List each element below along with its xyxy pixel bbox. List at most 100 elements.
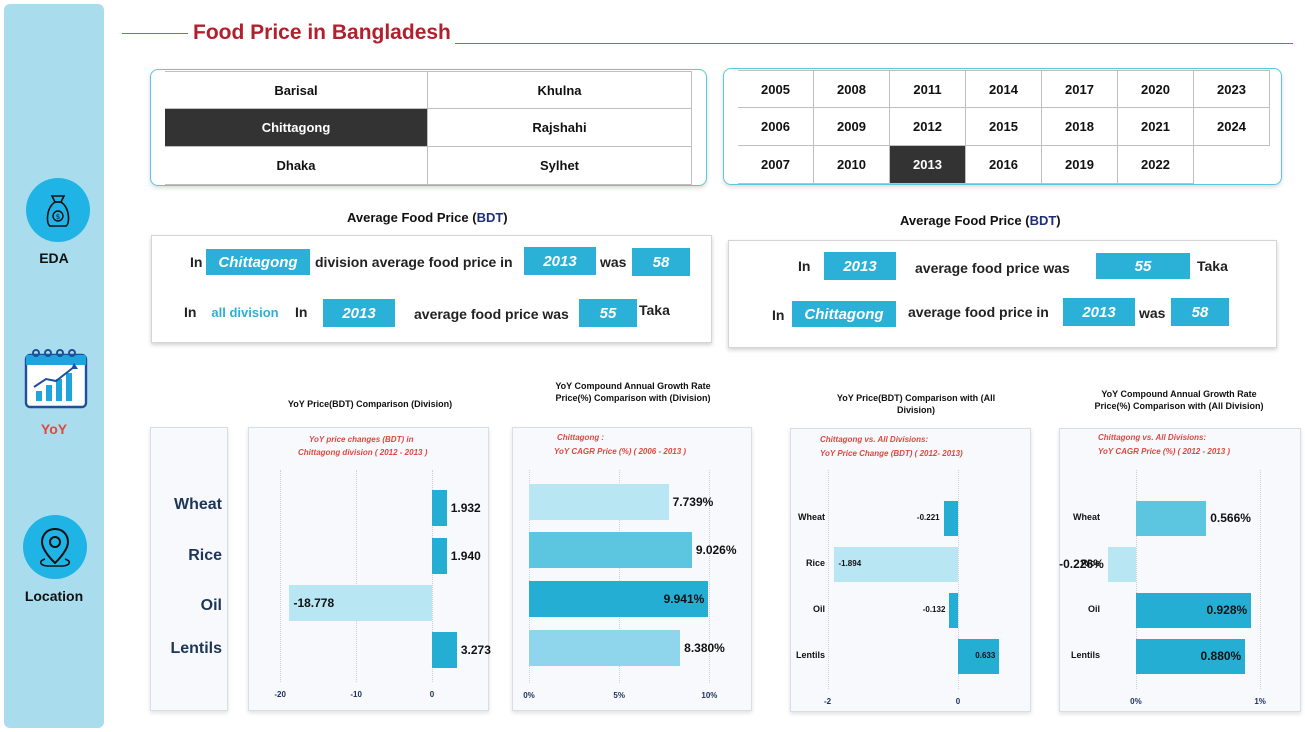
chart2-data-label: 8.380% <box>684 641 725 655</box>
year-option[interactable]: 2021 <box>1118 108 1194 146</box>
chart1-tick-label: -20 <box>274 690 286 699</box>
year-option[interactable]: 2016 <box>966 146 1042 184</box>
chart1-tick-label: 0 <box>429 690 435 699</box>
sidebar: $ EDA YoY Location <box>4 4 104 728</box>
year-option[interactable]: 2012 <box>890 108 966 146</box>
chart4-gridline <box>1260 470 1262 689</box>
summary-right-card <box>728 240 1277 348</box>
nav-yoy-button[interactable] <box>24 347 88 411</box>
summary-right-division-chip: Chittagong <box>792 301 896 327</box>
chart2-title: YoY Compound Annual Growth Rate Price(%)… <box>555 381 711 403</box>
chart4-bar <box>1107 546 1136 582</box>
year-option[interactable]: 2008 <box>814 70 890 108</box>
chart3-data-label: -0.132 <box>922 605 946 614</box>
year-option[interactable]: 2005 <box>738 70 814 108</box>
page-title: Food Price in Bangladesh <box>193 21 451 44</box>
summary-left-in: In <box>190 254 203 270</box>
chart1-bar <box>432 490 447 526</box>
chart1-category-panel <box>150 427 228 711</box>
chart3-data-label: -1.894 <box>838 559 862 568</box>
chart2-subtitle-2: YoY CAGR Price (%) ( 2006 - 2013 ) <box>554 447 687 456</box>
chart2-data-label: 9.941% <box>663 592 705 606</box>
year-option[interactable]: 2009 <box>814 108 890 146</box>
chart3-category-label: Oil <box>812 604 825 614</box>
shared-category-label: Oil <box>200 597 222 614</box>
year-option[interactable]: 2020 <box>1118 70 1194 108</box>
summary-left-in-3: In <box>295 304 308 320</box>
year-option[interactable]: 2018 <box>1042 108 1118 146</box>
year-option[interactable]: 2011 <box>890 70 966 108</box>
chart2-tick-label: 0% <box>523 691 535 700</box>
chart2-bar <box>529 630 681 666</box>
year-option[interactable]: 2022 <box>1118 146 1194 184</box>
summary-right-in: In <box>798 258 811 274</box>
year-option[interactable]: 2023 <box>1194 70 1270 108</box>
chart2-tick-label: 10% <box>701 691 718 700</box>
chart3-bar <box>949 592 959 628</box>
nav-eda-button[interactable]: $ <box>26 178 90 242</box>
chart3-bar <box>943 500 959 536</box>
title-rule-left <box>122 33 188 34</box>
chart3-tick-label: 0 <box>955 697 961 706</box>
chart2-subtitle-1: Chittagong : <box>557 433 605 442</box>
chart4-title: YoY Compound Annual Growth Rate Price(%)… <box>1094 389 1264 411</box>
chart1-panel <box>248 427 489 711</box>
year-option[interactable]: 2010 <box>814 146 890 184</box>
year-option[interactable]: 2015 <box>966 108 1042 146</box>
chart4-gridline <box>1135 470 1137 689</box>
summary-left-scope-chip: all division <box>203 302 287 322</box>
division-option[interactable]: Chittagong <box>165 109 428 147</box>
summary-right-value2-chip: 58 <box>1171 298 1229 326</box>
chart1-gridline <box>356 470 358 682</box>
location-pin-icon <box>39 527 71 567</box>
division-option[interactable]: Barisal <box>165 71 428 109</box>
nav-location-button[interactable] <box>23 515 87 579</box>
division-option[interactable]: Khulna <box>428 71 692 109</box>
chart2-data-label: 9.026% <box>695 543 737 557</box>
summary-left-was: was <box>600 254 627 270</box>
shared-category-label: Lentils <box>170 640 222 657</box>
chart1-tick-label: -10 <box>350 690 362 699</box>
year-option[interactable]: 2019 <box>1042 146 1118 184</box>
chart3-data-label: 0.633 <box>975 651 996 660</box>
summary-right-year-chip: 2013 <box>824 252 896 280</box>
year-option[interactable]: 2007 <box>738 146 814 184</box>
year-option[interactable]: 2013 <box>890 146 966 184</box>
division-option[interactable]: Sylhet <box>428 147 692 185</box>
year-option[interactable]: 2006 <box>738 108 814 146</box>
chart3-title: YoY Price(BDT) Comparison with (All Divi… <box>836 393 996 415</box>
nav-location-label[interactable]: Location <box>24 588 84 604</box>
chart1-title: YoY Price(BDT) Comparison (Division) <box>287 399 453 409</box>
chart4-bar <box>1135 638 1246 674</box>
summary-right-in-2: In <box>772 307 785 323</box>
chart4-data-label: 0.928% <box>1206 603 1248 617</box>
chart1-bar <box>289 585 433 621</box>
chart2-panel <box>512 427 752 711</box>
chart2-bar <box>529 532 692 568</box>
summary-left-year2-chip: 2013 <box>323 299 395 327</box>
chart1-data-label: 1.932 <box>450 501 481 515</box>
summary-left-line2-text: average food price was <box>414 306 569 322</box>
year-option[interactable]: 2014 <box>966 70 1042 108</box>
chart1-gridline <box>280 470 282 682</box>
year-option[interactable]: 2017 <box>1042 70 1118 108</box>
chart1-data-label: -18.778 <box>293 596 335 610</box>
chart1-bar <box>432 538 447 574</box>
division-option[interactable]: Dhaka <box>165 147 428 185</box>
chart4-subtitle-1: Chittagong vs. All Divisions: <box>1098 433 1207 442</box>
summary-left-in-2: In <box>184 304 197 320</box>
chart1-bar <box>432 632 457 668</box>
chart4-data-label: 0.880% <box>1200 649 1242 663</box>
summary-right-value-chip: 55 <box>1096 253 1190 279</box>
chart4-tick-label: 1% <box>1254 697 1266 706</box>
year-option[interactable]: 2024 <box>1194 108 1270 146</box>
nav-yoy-label[interactable]: YoY <box>40 421 68 437</box>
chart4-tick-label: 0% <box>1130 697 1142 706</box>
nav-eda-label[interactable]: EDA <box>39 250 69 266</box>
summary-right-title: Average Food Price (BDT) <box>900 213 1061 228</box>
chart3-data-label: -0.221 <box>916 513 940 522</box>
division-option[interactable]: Rajshahi <box>428 109 692 147</box>
summary-right-was: was <box>1139 305 1166 321</box>
shared-category-label: Wheat <box>174 496 222 513</box>
chart2-bar <box>529 581 709 617</box>
